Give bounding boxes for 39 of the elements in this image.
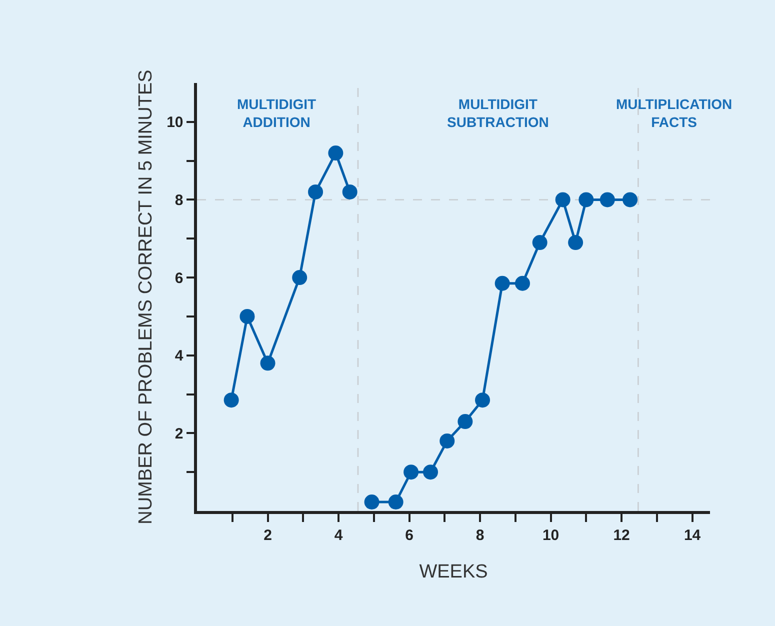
y-axis-title: NUMBER OF PROBLEMS CORRECT IN 5 MINUTES <box>135 70 156 524</box>
point <box>475 392 490 408</box>
annotation: MULTIDIGIT SUBTRACTION <box>447 96 549 130</box>
x-tick-label: 6 <box>405 526 414 544</box>
point <box>555 192 570 208</box>
point <box>292 270 308 286</box>
point <box>440 433 455 448</box>
y-tick-label: 8 <box>174 192 184 209</box>
point <box>224 392 239 408</box>
point <box>388 494 404 510</box>
x-axis-title: WEEKS <box>419 562 488 583</box>
x-tick-label: 2 <box>264 526 272 544</box>
x-tick-label: 10 <box>542 526 560 544</box>
x-tick-label: 8 <box>476 526 484 544</box>
point <box>458 414 473 430</box>
y-tick-label: 4 <box>174 348 184 365</box>
y-tick-label: 2 <box>174 425 184 442</box>
point <box>404 464 419 480</box>
annotation: MULTIPLICATION FACTS <box>616 96 732 130</box>
x-tick-label: 12 <box>613 526 630 544</box>
point <box>364 494 380 510</box>
point <box>532 235 548 250</box>
point <box>514 276 530 291</box>
x-tick-label: 14 <box>684 526 702 544</box>
annotation: MULTIDIGIT ADDITION <box>237 96 317 130</box>
point <box>342 184 358 200</box>
point <box>568 235 584 250</box>
point <box>622 192 638 208</box>
point <box>494 276 510 291</box>
point <box>240 308 255 324</box>
point <box>600 192 615 208</box>
x-tick-label: 4 <box>334 526 344 544</box>
point <box>423 464 438 480</box>
point <box>578 192 594 208</box>
point <box>308 184 324 200</box>
point <box>260 356 276 371</box>
y-tick-label: 10 <box>166 114 184 132</box>
point <box>328 146 344 161</box>
y-tick-label: 6 <box>174 270 184 287</box>
